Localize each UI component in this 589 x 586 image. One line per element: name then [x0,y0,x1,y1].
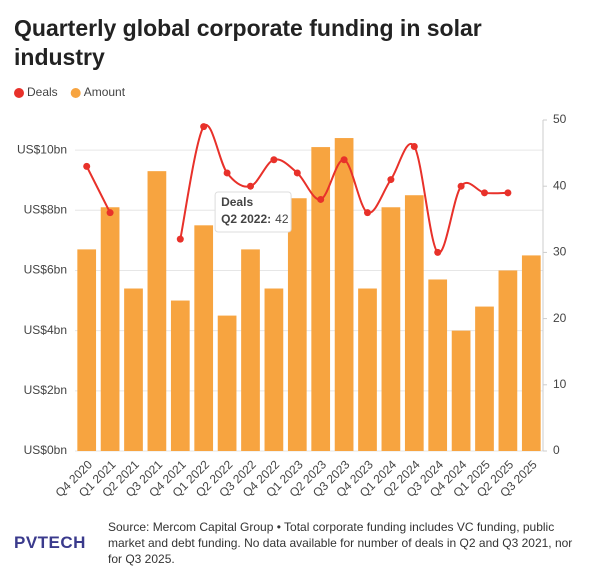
point [434,248,442,256]
bar [170,300,190,451]
bar [475,306,494,451]
bar [311,147,331,451]
point [223,169,231,177]
legend-swatch [14,88,24,98]
bar [124,288,143,451]
y2-tick-label: 10 [553,377,567,391]
tooltip-colon: : [267,212,271,226]
y-tick-label: US$4bn [24,323,67,337]
point [247,182,254,190]
y2-tick-label: 40 [553,178,567,192]
point [83,162,91,170]
logo: PVTECH [14,533,86,552]
bar [100,207,120,451]
bar [264,288,284,451]
point [340,156,348,164]
bar [147,171,167,451]
bar [428,279,448,451]
tooltip-value: 42 [275,212,289,226]
bar [358,288,377,451]
legend-swatch [70,88,81,98]
bar [334,138,354,451]
tooltip-category: Q2 2022 [221,212,267,226]
tooltip-box [214,191,292,233]
legend-label: Amount [84,85,126,99]
bar [217,315,237,451]
y2-tick-label: 50 [553,112,567,126]
point [270,156,278,164]
y-tick-label: US$8bn [24,202,67,216]
chart-title: Quarterly global corporate funding in so… [14,15,482,70]
y-tick-label: US$10bn [17,142,67,156]
point [200,123,208,131]
point [504,189,512,197]
point [457,182,465,190]
y-tick-label: US$2bn [24,383,67,397]
y-tick-label: US$6bn [24,263,67,277]
point [410,142,418,150]
tooltip-title: Deals [221,195,253,209]
bar [77,249,97,451]
y2-tick-label: 20 [553,311,567,325]
point [106,209,114,217]
y-tick-label: US$0bn [24,443,67,457]
bar [451,330,471,451]
point [481,189,488,197]
point [176,235,184,243]
y2-tick-label: 30 [553,245,567,259]
point [317,195,325,203]
source-note: Source: Mercom Capital Group • Total cor… [108,520,573,566]
chart: Quarterly global corporate funding in so… [14,15,567,500]
point [387,176,395,184]
bar [194,225,214,451]
y2-tick-label: 0 [553,443,560,457]
bar [287,198,307,451]
point [364,209,371,217]
bar [498,270,518,451]
bar [404,195,424,451]
bar [521,255,541,451]
bar [241,249,260,451]
legend-label: Deals [27,85,58,99]
line [85,165,111,214]
point [293,169,301,177]
bar [381,207,401,451]
